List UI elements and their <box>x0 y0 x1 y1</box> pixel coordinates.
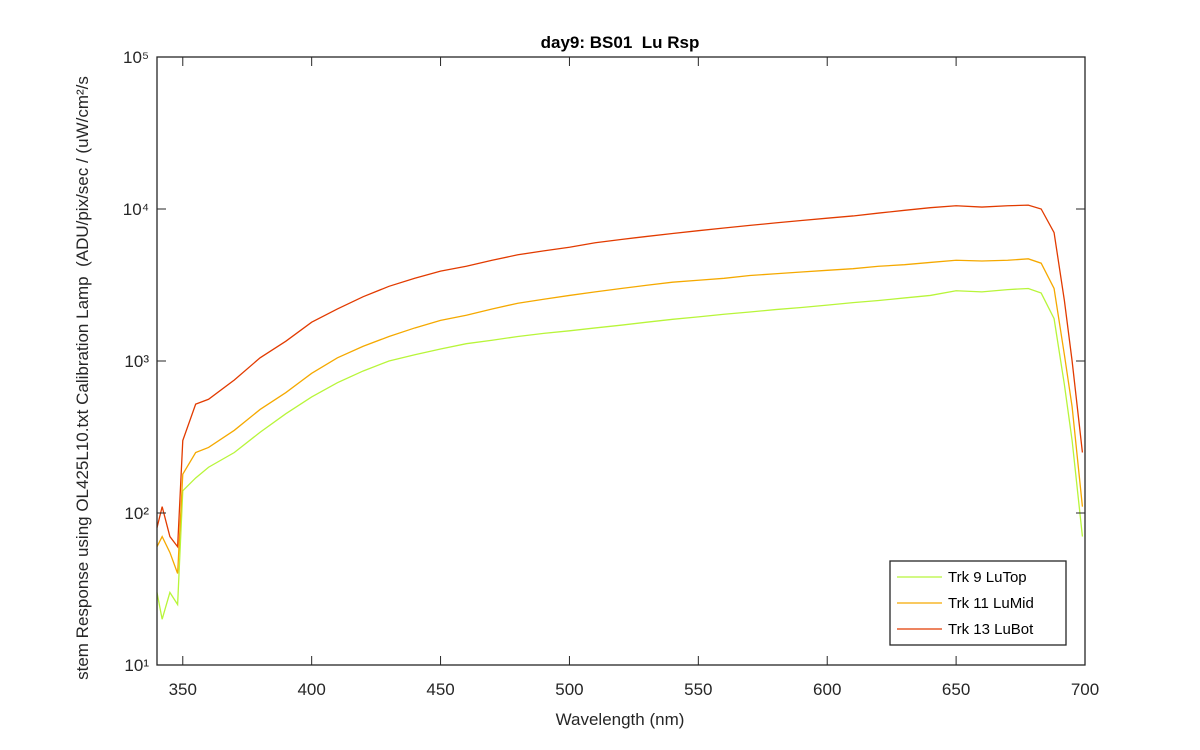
x-tick-label: 600 <box>813 680 841 699</box>
chart-title: day9: BS01 Lu Rsp <box>541 33 700 52</box>
series-line <box>156 258 1084 574</box>
y-axis-label: stem Response using OL425L10.txt Calibra… <box>73 76 92 680</box>
x-tick-label: 550 <box>684 680 712 699</box>
series-line <box>156 287 1084 620</box>
legend-label: Trk 9 LuTop <box>948 569 1027 586</box>
x-tick-label: 400 <box>297 680 325 699</box>
x-tick-label: 450 <box>426 680 454 699</box>
legend-label: Trk 11 LuMid <box>948 595 1034 612</box>
y-tick-label: 10⁴ <box>123 200 149 219</box>
y-tick-label: 10³ <box>124 352 149 371</box>
x-axis-label: Wavelength (nm) <box>556 710 685 729</box>
legend-label: Trk 13 LuBot <box>948 621 1034 638</box>
series-line <box>156 204 1084 549</box>
x-tick-label: 700 <box>1071 680 1099 699</box>
x-tick-label: 350 <box>169 680 197 699</box>
x-tick-label: 650 <box>942 680 970 699</box>
y-tick-label: 10¹ <box>124 656 149 675</box>
y-tick-label: 10⁵ <box>123 48 149 67</box>
x-tick-label: 500 <box>555 680 583 699</box>
y-tick-label: 10² <box>124 504 149 523</box>
